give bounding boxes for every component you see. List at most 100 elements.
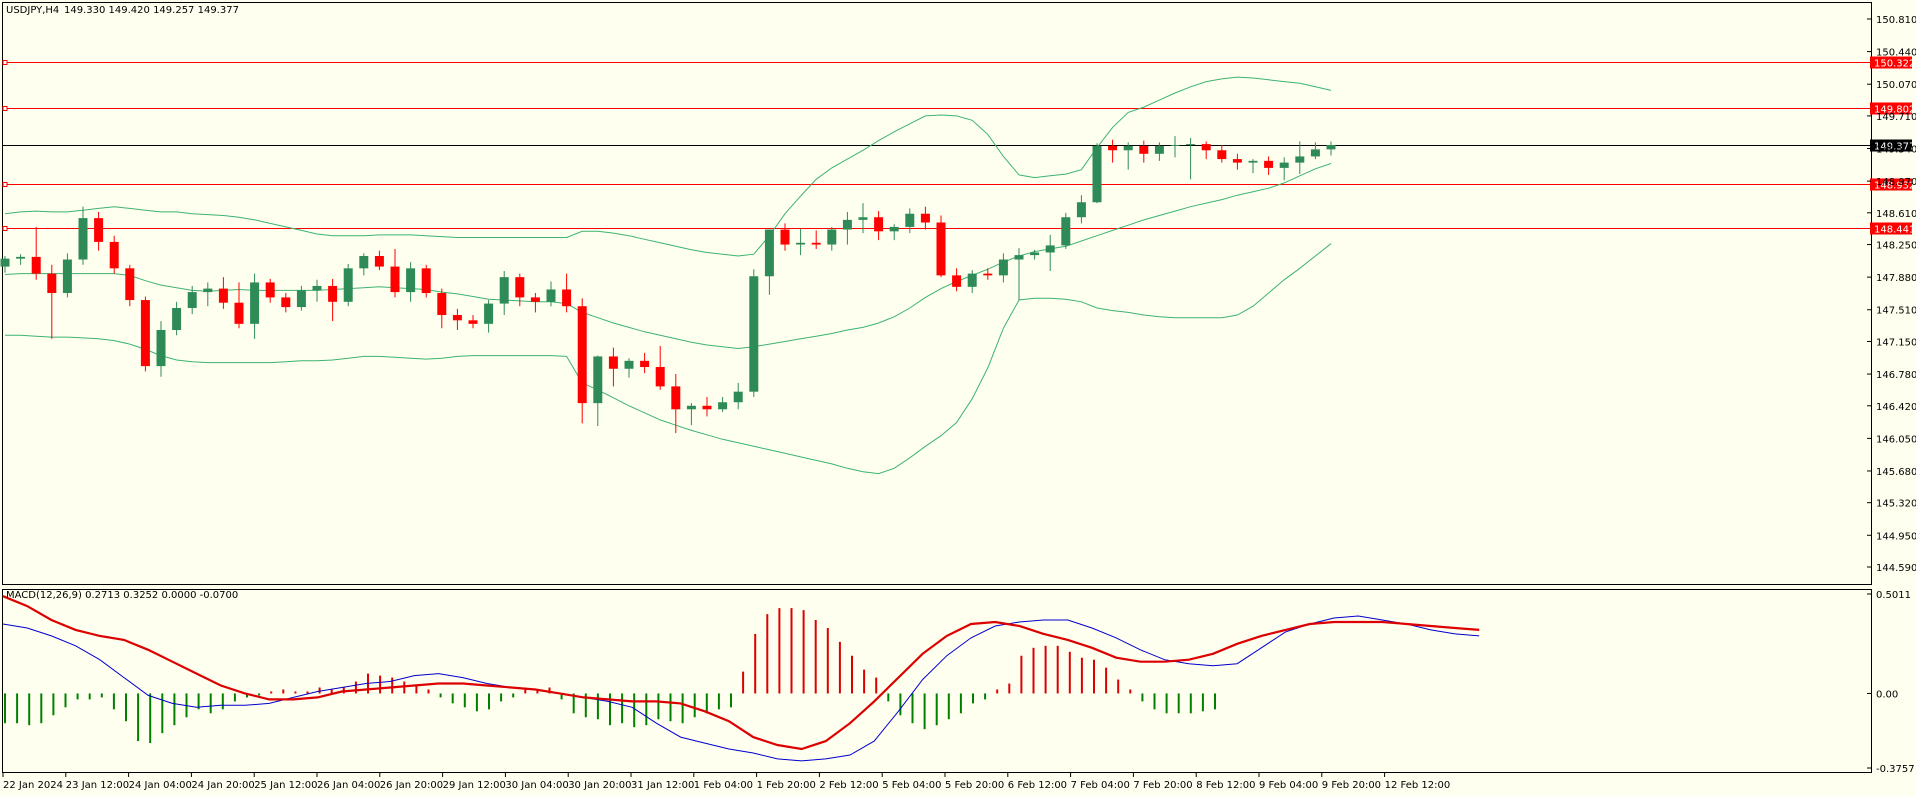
level-tag-label: 150.322 <box>1874 59 1915 70</box>
price-tick-label: 150.810 <box>1876 15 1916 26</box>
candle-body <box>109 241 119 269</box>
candle-body <box>1279 162 1289 168</box>
candle-body <box>125 268 135 301</box>
candle-body <box>1295 156 1305 163</box>
candle-body <box>1232 159 1242 163</box>
price-pane-frame <box>2 2 1872 585</box>
price-tick-label: 148.610 <box>1876 209 1916 220</box>
macd-tick-label: -0.3757 <box>1876 764 1915 775</box>
level-handle <box>2 106 8 111</box>
candle-body <box>296 290 306 308</box>
time-tick-label: 5 Feb 04:00 <box>882 780 941 791</box>
candle-body <box>1217 150 1227 160</box>
candle-body <box>47 273 57 293</box>
candle-body <box>686 405 696 410</box>
level-tag <box>1870 222 1912 235</box>
candle-body <box>905 213 915 227</box>
macd-series-line <box>2 615 1480 762</box>
candle-body <box>281 297 291 308</box>
macd-indicator <box>2 595 1480 762</box>
candle-body <box>468 320 478 324</box>
candle-body <box>1170 144 1180 146</box>
time-tick-label: 24 Jan 04:00 <box>129 780 192 791</box>
candle-body <box>1092 145 1102 203</box>
candle-body <box>920 213 930 223</box>
candle-body <box>1045 245 1055 253</box>
candle-body <box>1076 202 1086 218</box>
candle-body <box>140 300 150 367</box>
time-tick-label: 6 Feb 12:00 <box>1008 780 1067 791</box>
candle-body <box>577 306 587 404</box>
price-tick-label: 146.780 <box>1876 370 1916 381</box>
time-tick-label: 7 Feb 04:00 <box>1071 780 1130 791</box>
time-tick-label: 22 Jan 2024 <box>3 780 63 791</box>
price-tick-label: 147.150 <box>1876 337 1916 348</box>
time-tick-label: 30 Jan 20:00 <box>568 780 631 791</box>
price-tick-label: 144.950 <box>1876 531 1916 542</box>
candle-body <box>499 277 509 304</box>
candle-body <box>608 356 618 369</box>
current-price-tag <box>1870 139 1912 152</box>
candle-body <box>983 273 993 276</box>
time-tick-label: 7 Feb 20:00 <box>1133 780 1192 791</box>
time-tick-label: 1 Feb 04:00 <box>694 780 753 791</box>
time-tick-label: 25 Jan 12:00 <box>254 780 317 791</box>
candlesticks <box>0 136 1336 434</box>
level-tag <box>1870 102 1912 115</box>
candle-body <box>1264 160 1274 168</box>
bollinger-band-line <box>5 243 1332 475</box>
candle-body <box>1108 145 1118 151</box>
candle-body <box>515 277 525 298</box>
time-tick-label: 8 Feb 12:00 <box>1196 780 1255 791</box>
macd-tick-label: 0.5011 <box>1876 590 1911 601</box>
candle-body <box>1326 144 1336 150</box>
time-tick-label: 30 Jan 04:00 <box>505 780 568 791</box>
bollinger-band-line <box>4 76 1332 257</box>
candle-body <box>0 258 10 267</box>
macd-tick-label: 0.00 <box>1876 689 1898 700</box>
candle-body <box>842 219 852 230</box>
candle-body <box>187 292 197 308</box>
candle-body <box>31 256 41 274</box>
level-handle <box>2 60 8 65</box>
candle-body <box>234 302 244 324</box>
chart-symbol: USDJPY,H4 <box>6 5 59 16</box>
candle-body <box>811 242 821 245</box>
candle-body <box>1061 217 1071 246</box>
price-tick-label: 149.340 <box>1876 145 1916 156</box>
time-tick-label: 24 Jan 20:00 <box>191 780 254 791</box>
level-handle <box>2 226 8 231</box>
candle-body <box>203 288 213 293</box>
candle-body <box>889 226 899 232</box>
price-tick-label: 146.050 <box>1876 434 1916 445</box>
time-tick-label: 31 Jan 12:00 <box>631 780 694 791</box>
price-tick-label: 148.250 <box>1876 241 1916 252</box>
candle-body <box>94 218 104 242</box>
time-tick-label: 23 Jan 12:00 <box>66 780 129 791</box>
candle-body <box>1154 145 1164 154</box>
price-tick-label: 145.680 <box>1876 467 1916 478</box>
price-tick-label: 147.880 <box>1876 273 1916 284</box>
candle-body <box>733 391 743 403</box>
time-tick-label: 1 Feb 20:00 <box>757 780 816 791</box>
time-tick-label: 9 Feb 04:00 <box>1259 780 1318 791</box>
candle-body <box>62 259 72 293</box>
candle-body <box>328 285 338 302</box>
horizontal-levels[interactable]: 150.322 149.802 148.932 148.441 149.377 <box>2 56 1915 236</box>
price-tick-label: 147.510 <box>1876 306 1916 317</box>
candle-body <box>374 255 384 267</box>
macd-series-line <box>2 595 1480 751</box>
level-tag-label: 149.802 <box>1874 105 1915 116</box>
candle-body <box>156 330 166 367</box>
time-tick-label: 5 Feb 20:00 <box>945 780 1004 791</box>
candle-body <box>562 289 572 307</box>
level-tag-label: 148.441 <box>1874 225 1915 236</box>
candle-body <box>265 282 275 298</box>
macd-title: MACD(12,26,9) 0.2713 0.3252 0.0000 -0.07… <box>6 590 238 601</box>
candle-body <box>764 229 774 277</box>
time-tick-label: 2 Feb 12:00 <box>819 780 878 791</box>
price-axis: 150.810 150.440 150.070 149.710 149.340 148.9… <box>1867 15 1916 574</box>
time-tick-label: 29 Jan 12:00 <box>443 780 506 791</box>
candle-body <box>967 273 977 287</box>
